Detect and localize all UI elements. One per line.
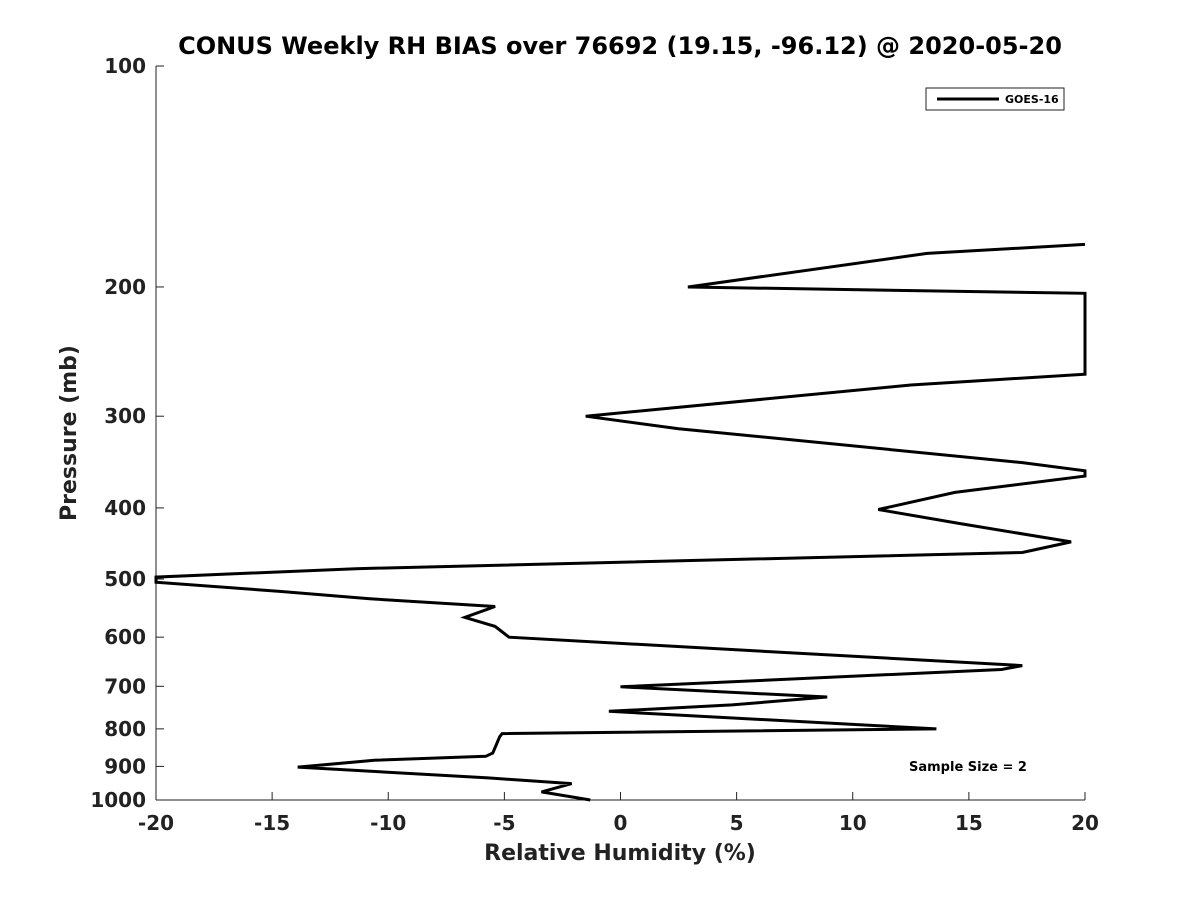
series-line-goes-16 <box>154 242 1087 802</box>
x-tick-label: -20 <box>138 811 174 835</box>
y-tick-label: 500 <box>104 567 146 591</box>
y-tick-label: 1000 <box>90 788 146 812</box>
y-tick-label: 700 <box>104 674 146 698</box>
x-tick-label: 10 <box>839 811 867 835</box>
sample-size-annotation: Sample Size = 2 <box>909 760 1027 775</box>
x-tick-label: -15 <box>254 811 290 835</box>
x-tick-label: -5 <box>493 811 515 835</box>
x-tick-label: -10 <box>370 811 406 835</box>
x-tick-label: 0 <box>614 811 628 835</box>
y-tick-label: 100 <box>104 54 146 78</box>
y-tick-label: 600 <box>104 625 146 649</box>
x-tick-label: 5 <box>730 811 744 835</box>
y-axis-label: Pressure (mb) <box>57 345 82 521</box>
chart-title: CONUS Weekly RH BIAS over 76692 (19.15, … <box>178 32 1062 60</box>
y-tick-label: 400 <box>104 496 146 520</box>
legend: GOES-16 <box>925 87 1065 111</box>
series-group <box>154 242 1087 802</box>
legend-label-goes-16: GOES-16 <box>1005 93 1059 106</box>
y-tick-label: 300 <box>104 404 146 428</box>
y-ticks: 100 200 300 400 500 600 700 800 900 1000 <box>90 54 164 812</box>
x-axis-label: Relative Humidity (%) <box>484 841 756 866</box>
x-ticks: -20 -15 -10 -5 0 5 10 15 20 <box>138 792 1099 835</box>
y-tick-label: 900 <box>104 754 146 778</box>
x-tick-label: 20 <box>1071 811 1099 835</box>
x-tick-label: 15 <box>955 811 983 835</box>
y-tick-label: 800 <box>104 717 146 741</box>
y-tick-label: 200 <box>104 275 146 299</box>
plot-area: -20 -15 -10 -5 0 5 10 15 20 100 200 300 400 500 600 70… <box>90 54 1099 835</box>
